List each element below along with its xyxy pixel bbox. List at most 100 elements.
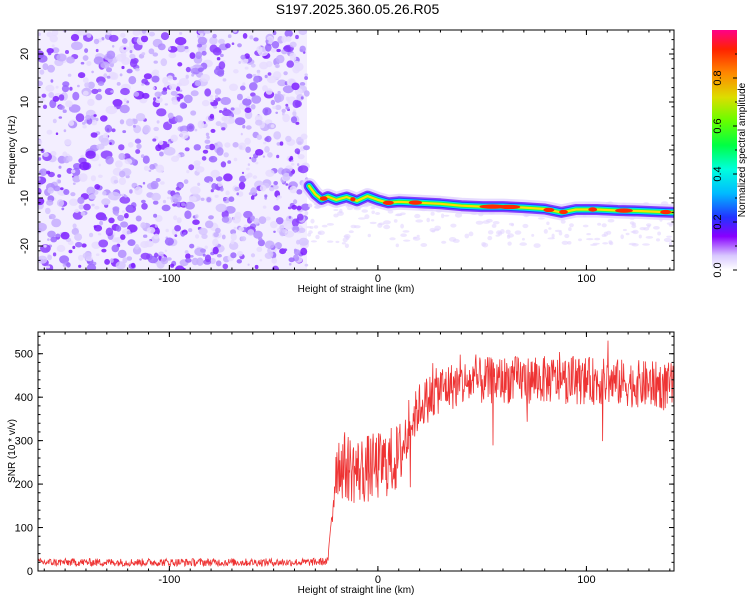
noise-speckle — [242, 33, 248, 39]
noise-speckle — [175, 265, 185, 270]
noise-speckle — [135, 113, 146, 122]
noise-speckle — [150, 180, 159, 190]
noise-speckle — [209, 98, 214, 103]
noise-speckle — [218, 110, 223, 113]
noise-speckle — [120, 234, 126, 240]
noise-speckle — [232, 142, 239, 148]
noise-speckle — [276, 198, 279, 201]
noise-speckle — [161, 204, 171, 212]
noise-speckle — [209, 113, 215, 119]
noise-speckle — [265, 216, 271, 221]
noise-speckle — [51, 30, 59, 37]
halo-speckle — [522, 223, 529, 229]
noise-speckle — [181, 202, 186, 207]
noise-speckle — [125, 118, 134, 127]
noise-speckle — [38, 197, 45, 206]
halo-speckle — [375, 212, 381, 215]
noise-speckle — [170, 90, 178, 96]
noise-speckle — [233, 69, 239, 74]
noise-speckle — [233, 157, 238, 162]
noise-speckle — [108, 217, 115, 224]
noise-speckle — [276, 195, 282, 199]
track-hotspot — [615, 208, 633, 213]
noise-speckle — [223, 173, 233, 182]
noise-speckle — [56, 244, 66, 253]
noise-speckle — [291, 162, 295, 166]
noise-speckle — [120, 221, 129, 228]
noise-speckle — [297, 213, 304, 221]
noise-speckle — [247, 229, 255, 236]
noise-speckle — [47, 230, 56, 238]
noise-speckle — [244, 53, 250, 59]
halo-speckle — [578, 238, 582, 242]
noise-speckle — [47, 187, 54, 194]
noise-speckle — [119, 119, 125, 125]
halo-speckle — [630, 230, 637, 233]
noise-speckle — [237, 191, 244, 197]
noise-speckle — [202, 253, 206, 257]
noise-speckle — [171, 194, 182, 203]
noise-speckle — [304, 211, 309, 216]
halo-speckle — [400, 223, 404, 229]
halo-speckle — [620, 234, 624, 240]
noise-speckle — [38, 54, 48, 63]
noise-speckle — [140, 241, 150, 248]
noise-speckle — [86, 186, 96, 195]
noise-speckle — [192, 219, 200, 225]
halo-speckle — [560, 219, 566, 224]
noise-speckle — [208, 215, 214, 220]
halo-speckle — [378, 222, 385, 226]
noise-speckle — [82, 90, 89, 96]
noise-speckle — [111, 72, 119, 80]
noise-speckle — [296, 151, 300, 155]
noise-speckle — [133, 91, 140, 97]
noise-speckle — [204, 139, 211, 144]
halo-speckle — [348, 230, 354, 234]
halo-speckle — [339, 208, 343, 214]
noise-speckle — [227, 34, 232, 39]
noise-speckle — [52, 118, 57, 124]
noise-speckle — [82, 77, 89, 84]
spectrogram-y-axis: -20 -10 0 10 20 — [19, 29, 674, 271]
spectrogram-x-label: Height of straight line (km) — [298, 284, 415, 295]
noise-speckle — [81, 243, 87, 248]
noise-speckle — [61, 207, 65, 211]
noise-speckle — [291, 82, 300, 91]
noise-speckle — [56, 199, 65, 207]
noise-speckle — [140, 252, 151, 260]
halo-speckle — [383, 224, 391, 230]
halo-speckle — [558, 231, 563, 236]
snr-series-line — [38, 340, 674, 568]
noise-speckle — [255, 149, 264, 156]
noise-speckle — [98, 174, 103, 178]
spectrogram-x-tick-label: 100 — [577, 273, 595, 285]
halo-speckle — [475, 220, 484, 225]
halo-speckle — [521, 237, 525, 241]
noise-speckle — [158, 93, 161, 96]
noise-speckle — [190, 67, 200, 75]
noise-speckle — [40, 148, 45, 154]
noise-speckle — [295, 121, 300, 125]
noise-speckle — [247, 263, 250, 266]
noise-speckle — [179, 102, 187, 109]
noise-speckle — [222, 78, 227, 82]
noise-speckle — [225, 190, 230, 196]
noise-speckle — [42, 104, 48, 110]
noise-speckle — [38, 139, 43, 145]
noise-speckle — [216, 57, 221, 61]
noise-speckle — [205, 144, 210, 150]
noise-speckle — [223, 116, 235, 125]
noise-speckle — [250, 253, 256, 258]
noise-speckle — [190, 186, 201, 195]
noise-speckle — [46, 31, 53, 38]
noise-speckle — [283, 248, 288, 252]
noise-speckle — [272, 106, 277, 110]
noise-speckle — [282, 172, 291, 181]
halo-speckle — [487, 230, 494, 235]
snr-y-tick-label: 400 — [15, 392, 33, 404]
noise-speckle — [142, 124, 151, 134]
noise-speckle — [186, 123, 195, 132]
noise-speckle — [117, 214, 125, 222]
noise-speckle — [88, 194, 97, 200]
